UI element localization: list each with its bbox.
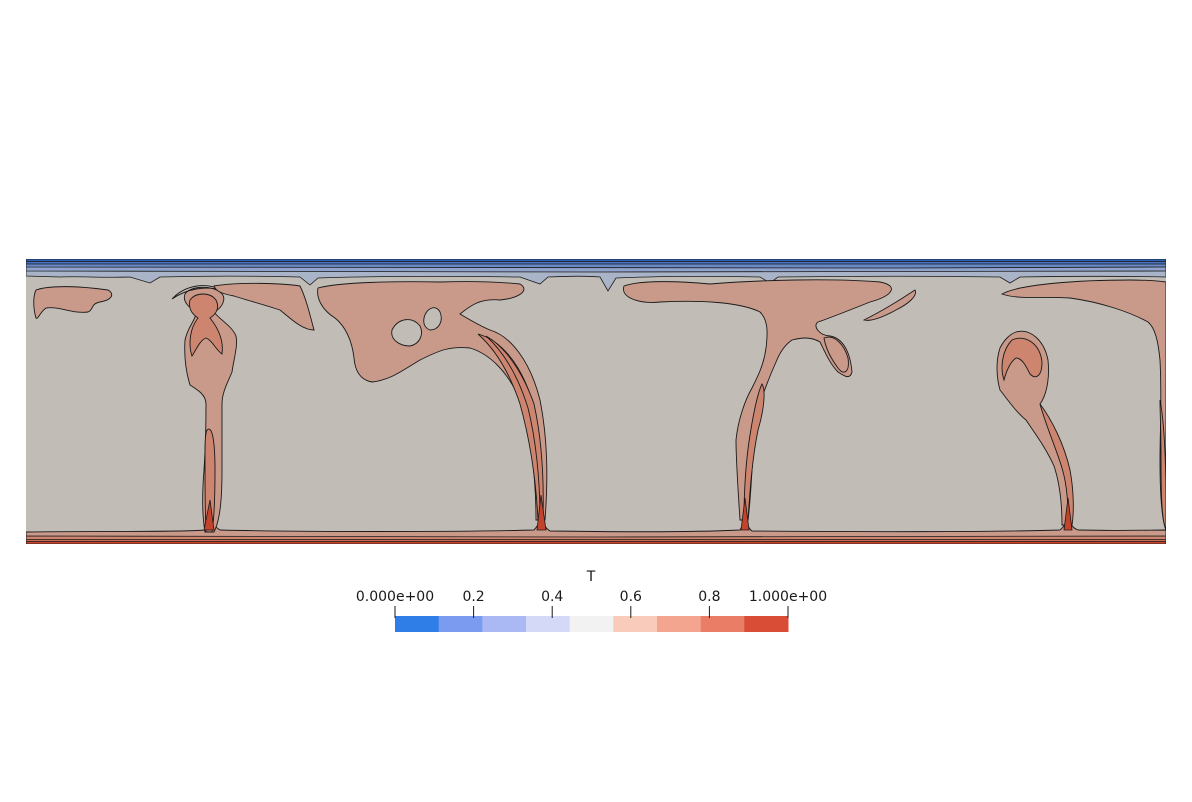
colorbar-bands bbox=[395, 616, 789, 632]
colorbar-band bbox=[613, 616, 657, 632]
colorbar-tick-label: 0.6 bbox=[620, 589, 642, 605]
colorbar-tick-label: 0.4 bbox=[541, 589, 563, 605]
colorbar-tick-label: 0.8 bbox=[698, 589, 720, 605]
colorbar-band bbox=[701, 616, 745, 632]
colorbar-band bbox=[570, 616, 614, 632]
colorbar-band bbox=[395, 616, 439, 632]
colorbar-tick-label: 1.000e+00 bbox=[749, 589, 827, 605]
colorbar-band bbox=[744, 616, 788, 632]
colorbar-band bbox=[657, 616, 701, 632]
colorbar-band bbox=[439, 616, 483, 632]
colorbar-title: T bbox=[586, 569, 596, 585]
colorbar-ticks: 0.000e+00 0.2 0.4 0.6 0.8 1.000e+00 bbox=[356, 589, 827, 618]
colorbar-tick-label: 0.2 bbox=[462, 589, 484, 605]
colorbar-band bbox=[526, 616, 570, 632]
colorbar-band bbox=[482, 616, 526, 632]
colorbar-tick-label: 0.000e+00 bbox=[356, 589, 434, 605]
colorbar: T 0.000e+00 0.2 0.4 0.6 0.8 1.000e+00 bbox=[356, 569, 827, 632]
